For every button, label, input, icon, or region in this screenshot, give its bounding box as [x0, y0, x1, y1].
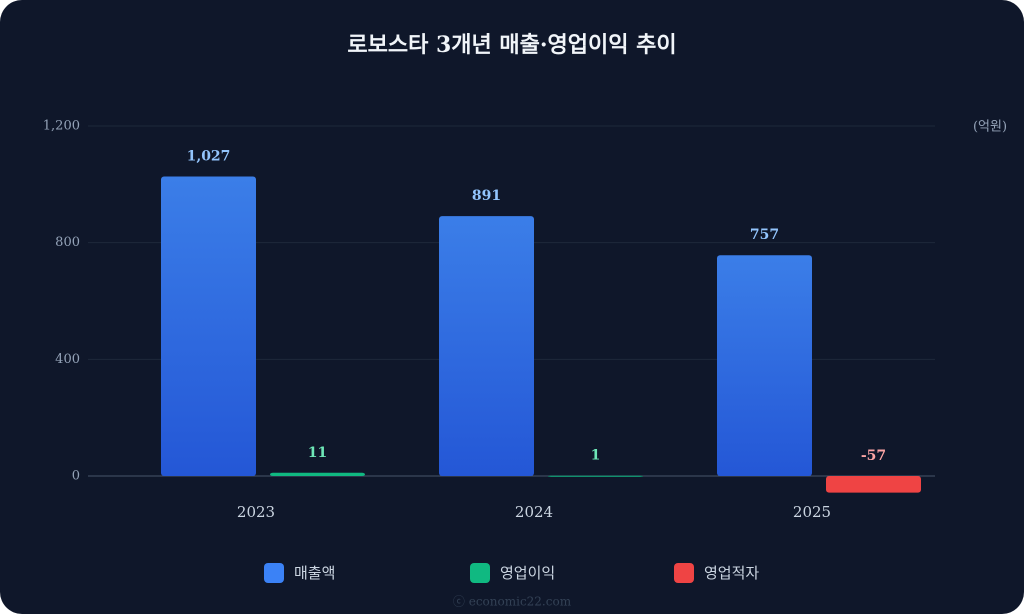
x-tick-label: 2024	[515, 503, 553, 521]
bar	[826, 476, 921, 493]
legend-swatch	[470, 563, 490, 583]
bar	[439, 216, 534, 476]
legend-swatch	[674, 563, 694, 583]
y-tick-label: 0	[72, 469, 80, 484]
x-tick-label: 2025	[793, 503, 831, 521]
y-tick-label: 800	[55, 235, 80, 250]
value-label: 891	[472, 188, 501, 204]
legend-label: 매출액	[294, 564, 335, 582]
value-label: -57	[861, 448, 886, 464]
legend-swatch	[264, 563, 284, 583]
chart-title: 로보스타 3개년 매출·영업이익 추이	[347, 32, 676, 58]
footer: ⓒ economic22.com	[453, 595, 572, 609]
bar	[548, 475, 643, 477]
legend-label: 영업이익	[500, 564, 555, 582]
y-tick-label: 1,200	[43, 119, 80, 134]
unit-label: (억원)	[973, 120, 1007, 135]
x-tick-label: 2023	[237, 503, 275, 521]
bar	[161, 176, 256, 477]
legend-label: 영업적자	[704, 564, 759, 582]
value-label: 1	[591, 448, 601, 464]
value-label: 757	[750, 227, 779, 243]
bar	[270, 472, 365, 476]
value-label: 11	[308, 445, 327, 461]
y-tick-label: 400	[55, 352, 80, 367]
bar	[717, 255, 812, 476]
value-label: 1,027	[187, 148, 231, 164]
